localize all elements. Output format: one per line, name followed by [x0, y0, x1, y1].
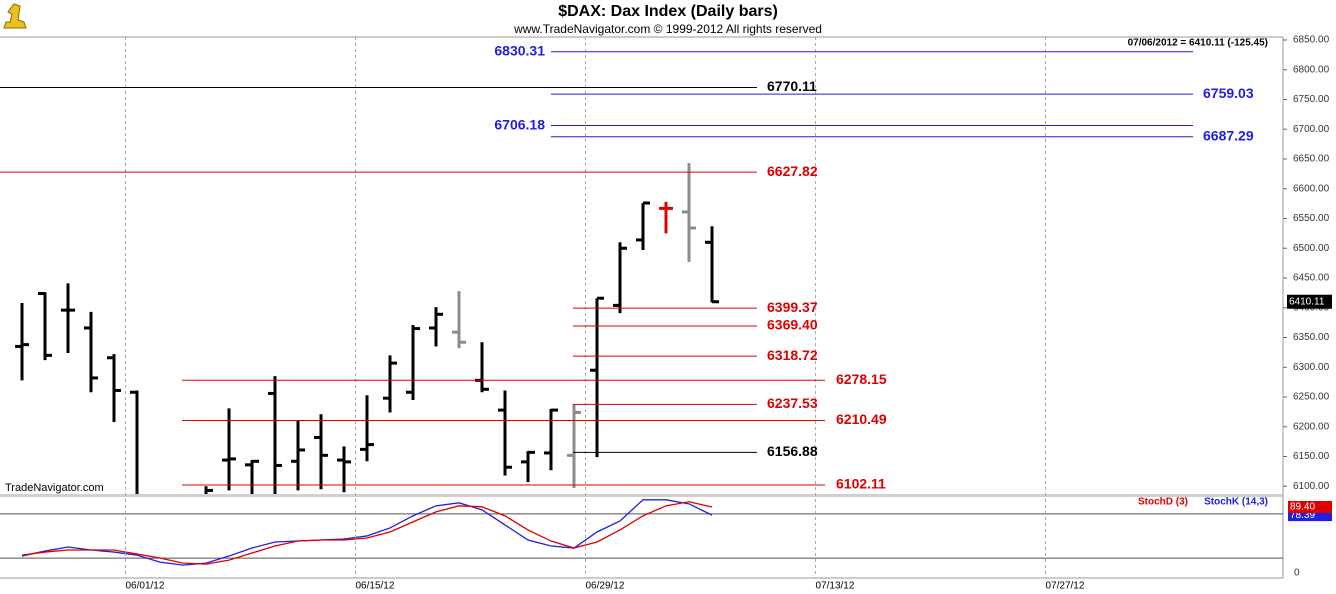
logo [3, 3, 27, 29]
value-tag-label: 78.39 [1290, 510, 1315, 521]
level-label: 6770.11 [767, 78, 817, 94]
x-tick-label: 07/27/12 [1046, 581, 1085, 592]
y-tick-label: 6800.00 [1293, 64, 1330, 75]
price-tag-label: 6410.11 [1289, 296, 1325, 307]
level-label: 6369.40 [767, 317, 818, 333]
stoch-line [21, 499, 713, 566]
y-tick-label: 6250.00 [1293, 392, 1330, 403]
panel-separator [0, 494, 1283, 497]
x-tick-label: 06/29/12 [586, 581, 625, 592]
level-label: 6318.72 [767, 347, 818, 363]
x-tick-label: 06/15/12 [356, 581, 395, 592]
level-label: 6627.82 [767, 163, 818, 179]
y-tick-label: 0 [1294, 567, 1300, 578]
level-label: 6399.37 [767, 299, 818, 315]
y-tick-label: 6700.00 [1293, 124, 1330, 135]
y-tick-label: 6150.00 [1293, 451, 1330, 462]
x-tick-label: 07/13/12 [816, 581, 855, 592]
legend-entry: StochK (14,3) [1204, 497, 1268, 508]
y-tick-label: 6200.00 [1293, 421, 1330, 432]
watermark: TradeNavigator.com [5, 482, 104, 494]
value-tag-label: 89.40 [1290, 502, 1315, 513]
level-label: 6156.88 [767, 443, 818, 459]
level-label: 6687.29 [1203, 127, 1254, 143]
y-tick-label: 6300.00 [1293, 362, 1330, 373]
y-tick-label: 6650.00 [1293, 154, 1330, 165]
level-label: 6759.03 [1203, 85, 1254, 101]
y-tick-label: 6750.00 [1293, 94, 1330, 105]
annotation: 07/06/2012 = 6410.11 (-125.45) [1128, 38, 1268, 49]
level-label: 6278.15 [836, 371, 887, 387]
level-label: 6830.31 [494, 42, 545, 58]
y-tick-label: 6500.00 [1293, 243, 1330, 254]
level-label: 6237.53 [767, 395, 818, 411]
value-tag [1288, 501, 1332, 514]
y-tick-label: 6100.00 [1293, 481, 1330, 492]
y-tick-label: 6350.00 [1293, 332, 1330, 343]
y-tick-label: 6850.00 [1293, 35, 1330, 46]
level-label: 6102.11 [836, 476, 886, 492]
y-tick-label: 6600.00 [1293, 183, 1330, 194]
stoch-line [21, 501, 713, 565]
chart-subtitle: www.TradeNavigator.com © 1999-2012 All r… [513, 22, 822, 36]
level-label: 6210.49 [836, 411, 887, 427]
y-tick-label: 6550.00 [1293, 213, 1330, 224]
chart-title: $DAX: Dax Index (Daily bars) [558, 3, 778, 20]
legend-entry: StochD (3) [1138, 497, 1188, 508]
level-label: 6706.18 [494, 116, 545, 132]
y-tick-label: 6450.00 [1293, 273, 1330, 284]
price-tag [1287, 294, 1332, 309]
x-tick-label: 06/01/12 [126, 581, 165, 592]
